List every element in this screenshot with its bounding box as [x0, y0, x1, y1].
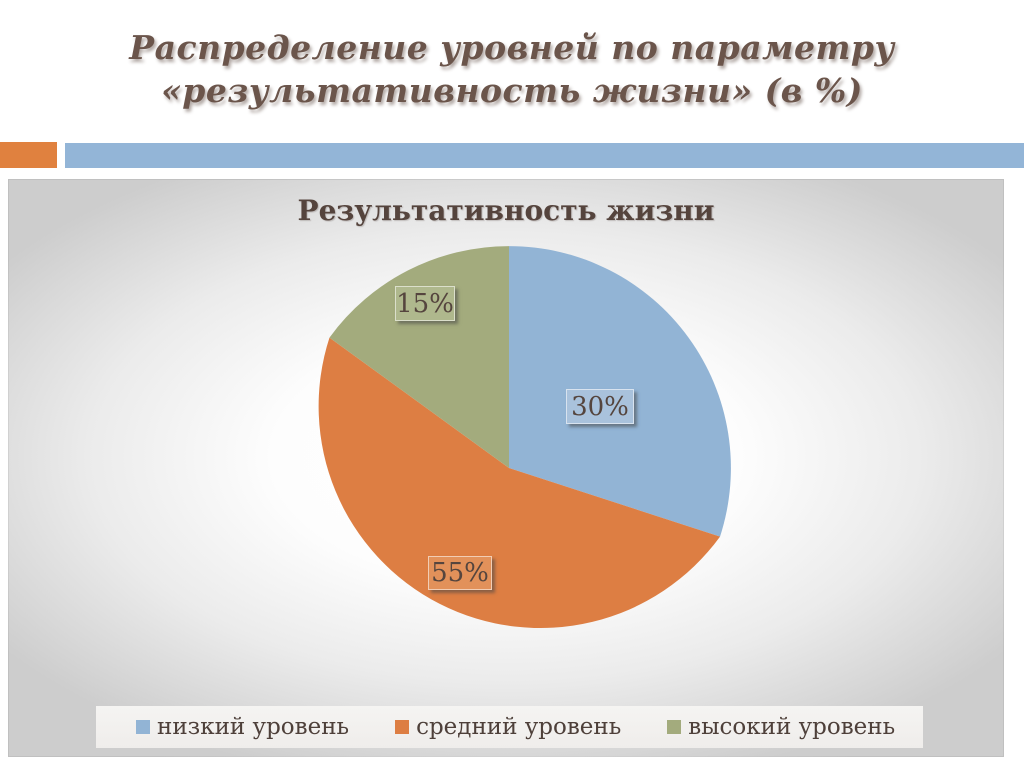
- accent-square: [0, 142, 57, 168]
- pie-slice-mid-level: [318, 337, 721, 629]
- legend-label-mid: средний уровень: [416, 714, 622, 740]
- legend-swatch-low-icon: [136, 720, 150, 734]
- data-label-15: 15%: [395, 286, 455, 321]
- chart-title: Результативность жизни: [297, 194, 715, 227]
- legend-label-high: высокий уровень: [688, 714, 896, 740]
- legend-label-low: низкий уровень: [157, 714, 350, 740]
- data-label-15-text: 15%: [396, 288, 454, 319]
- legend-swatch-mid-icon: [395, 720, 410, 734]
- chart-legend: низкий уровень средний уровень высокий у…: [96, 706, 923, 748]
- legend-item-low-level: низкий уровень: [136, 714, 349, 740]
- slide-title-line-2: «результативность жизни» (в %): [161, 71, 863, 110]
- slide-title-line-1: Распределение уровней по параметру: [129, 28, 895, 67]
- legend-item-high-level: высокий уровень: [667, 714, 895, 740]
- data-label-30: 30%: [566, 389, 634, 424]
- chart-area: Результативность жизни 30% 55% 15% низки…: [8, 179, 1004, 757]
- legend-swatch-high-icon: [667, 720, 682, 734]
- pie-chart: [318, 246, 731, 629]
- slide-title: Распределение уровней по параметру «резу…: [0, 26, 1024, 112]
- data-label-55: 55%: [428, 556, 492, 590]
- pie-slice-high-level: [329, 246, 509, 468]
- legend-item-mid-level: средний уровень: [395, 714, 621, 740]
- accent-bar: [65, 143, 1024, 168]
- data-label-30-text: 30%: [571, 391, 629, 422]
- data-label-55-text: 55%: [431, 558, 489, 588]
